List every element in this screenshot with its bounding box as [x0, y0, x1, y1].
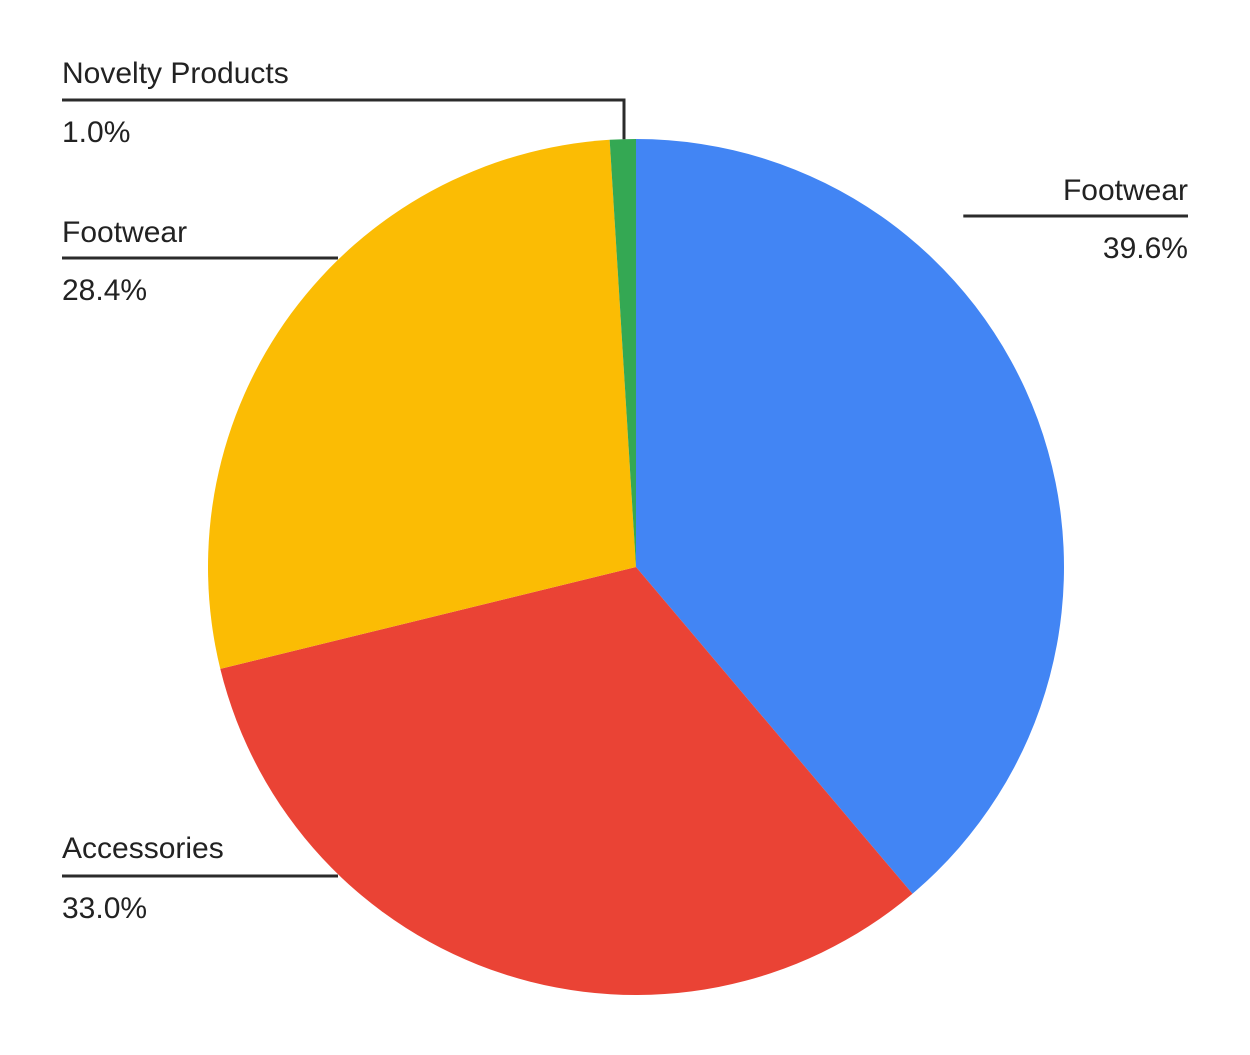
leader-lines	[62, 98, 1188, 878]
slice-footwear-right	[636, 139, 1064, 894]
slice-label-novelty-products: Novelty Products	[62, 57, 289, 90]
slice-label-footwear-left: Footwear	[62, 216, 187, 249]
slice-value-footwear-left: 28.4%	[62, 274, 147, 307]
slice-novelty-products	[609, 139, 636, 567]
slice-label-accessories: Accessories	[62, 832, 224, 865]
pie-slices	[208, 139, 1064, 995]
slice-value-accessories: 33.0%	[62, 892, 147, 925]
slice-label-footwear-right: Footwear	[1063, 174, 1188, 207]
slice-value-novelty-products: 1.0%	[62, 116, 130, 149]
slice-footwear-left	[208, 139, 637, 669]
leader-novelty-products	[62, 98, 626, 140]
slice-value-footwear-right: 39.6%	[1103, 232, 1188, 265]
slice-accessories	[220, 567, 913, 995]
